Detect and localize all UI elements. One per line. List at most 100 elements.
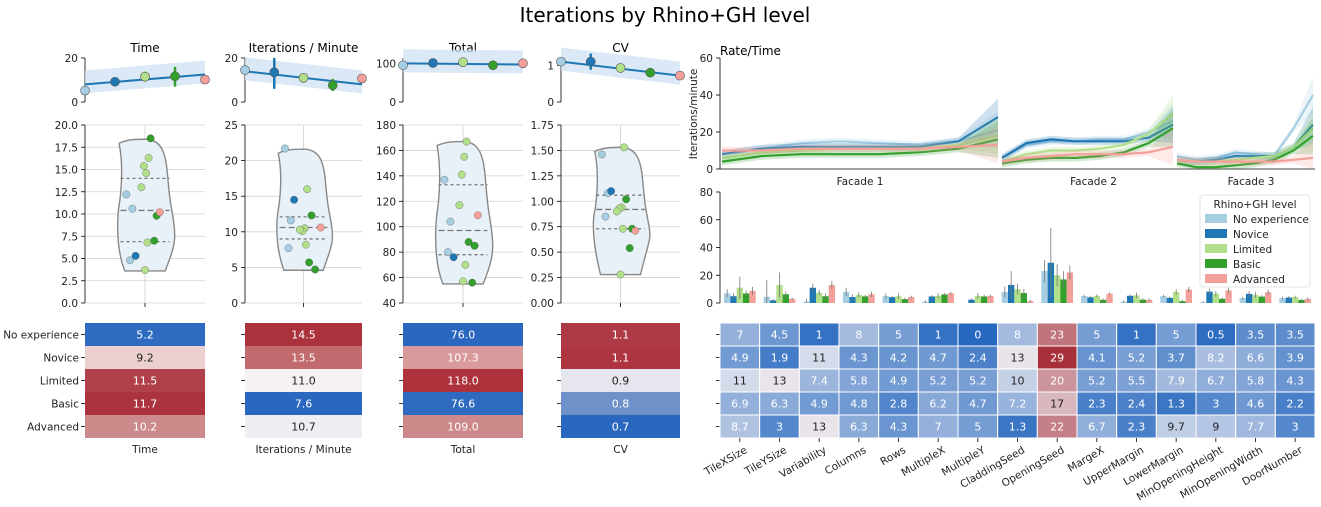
heatmap-value: 9.2	[136, 352, 154, 365]
data-point	[284, 244, 293, 253]
data-point	[143, 238, 152, 247]
trend-plot-title: Iterations / Minute	[249, 41, 359, 55]
heatmap-value: 7.9	[1167, 375, 1185, 388]
series-line	[1001, 145, 1174, 163]
heatmap-value: 13	[773, 375, 787, 388]
heatmap-cell	[561, 415, 680, 438]
data-point	[141, 266, 149, 274]
x-tick-label: MultipleX	[899, 444, 947, 479]
data-point	[296, 225, 304, 234]
data-point	[607, 187, 615, 195]
heatmap-cell	[403, 369, 523, 392]
bar	[862, 296, 869, 303]
data-point	[327, 80, 338, 91]
bar	[1060, 279, 1067, 303]
heatmap-value: 5	[974, 421, 981, 434]
data-point	[645, 67, 656, 78]
heatmap-0: 5.2 9.2 11.5 11.7 10.2 Time	[81, 323, 205, 456]
data-point	[131, 251, 140, 260]
y-tick-label: 2.5	[61, 276, 78, 288]
bar	[749, 290, 756, 303]
data-point	[316, 223, 325, 232]
data-point	[615, 63, 626, 73]
y-tick-label: 0.50	[531, 247, 554, 259]
bar	[1172, 292, 1180, 303]
heatmap-value: 1.1	[612, 329, 630, 342]
legend-label: Advanced	[1233, 274, 1285, 286]
data-point	[302, 240, 310, 249]
data-point	[440, 175, 449, 184]
y-tick-label: 0.0	[61, 298, 78, 310]
row-label: No experience	[3, 330, 79, 342]
heatmap-value: 2.4	[1128, 398, 1146, 411]
violin-plot-2: 40 60 80 100 120 140 160 180	[376, 120, 523, 310]
heatmap-value: 13	[1011, 352, 1025, 365]
heatmap-value: 109.0	[447, 421, 479, 434]
heatmap-value: 3	[776, 421, 783, 434]
data-point	[357, 73, 367, 84]
violin-plot-3: 0.00 0.25 0.50 0.75 1.00 1.25 1.50 1.75	[531, 120, 680, 310]
legend-label: Novice	[1233, 229, 1269, 241]
heatmap-value: 6.6	[1247, 352, 1265, 365]
rate-chart-title: Rate/Time	[720, 44, 781, 58]
x-axis-label: CV	[613, 444, 628, 456]
bar	[730, 296, 737, 303]
bar	[868, 294, 875, 303]
bar	[1225, 290, 1232, 303]
bar	[1304, 298, 1312, 303]
bar	[1080, 296, 1088, 303]
data-point	[455, 201, 464, 209]
y-tick-label: 100	[376, 222, 396, 234]
bar	[1252, 294, 1259, 303]
heatmap-value: 7.7	[1247, 421, 1265, 434]
heatmap-cell	[245, 346, 362, 369]
bar	[1279, 298, 1286, 303]
violin-plot-1: 0 5 10 15 20 25	[225, 120, 362, 310]
violin-plot-0: 0.0 2.5 5.0 7.5 10.0 12.5 15.0 17.5 20.0	[55, 120, 205, 310]
bar	[981, 296, 988, 303]
bar	[987, 296, 994, 303]
bar	[1066, 272, 1074, 303]
heatmap-value: 4.1	[1088, 352, 1106, 365]
heatmap-cell	[561, 392, 680, 415]
data-point	[622, 195, 630, 204]
y-tick-label: 0.00	[531, 298, 554, 310]
bar	[1106, 293, 1113, 303]
bar	[882, 296, 889, 303]
series-line	[1176, 94, 1314, 161]
heatmap-cell	[561, 346, 680, 369]
heatmap-value: 5.2	[1088, 375, 1106, 388]
bar	[1185, 289, 1193, 303]
y-tick-label: 25	[225, 120, 238, 132]
data-point	[601, 212, 610, 221]
row-label: Advanced	[27, 422, 79, 434]
heatmap-cell	[403, 323, 523, 346]
bar	[1146, 299, 1153, 303]
figure-title: Iterations by Rhino+GH level	[520, 3, 811, 27]
data-point	[137, 183, 146, 192]
bar	[842, 291, 850, 303]
data-point	[468, 278, 477, 287]
legend-swatch	[1205, 214, 1227, 223]
y-tick-label: 120	[376, 196, 396, 208]
series-confidence-band	[1177, 117, 1313, 169]
data-point	[631, 226, 640, 235]
y-tick-label: 5.0	[61, 254, 78, 266]
heatmap-value: 4.3	[850, 352, 868, 365]
y-tick-label: 10.0	[55, 209, 78, 221]
data-point	[146, 134, 155, 143]
legend-label: Limited	[1233, 244, 1272, 256]
heatmap-value: 3.9	[1286, 352, 1304, 365]
heatmap-value: 0.7	[612, 421, 630, 434]
data-point	[170, 71, 180, 82]
bar	[1041, 271, 1048, 303]
data-point	[80, 85, 90, 96]
data-point	[459, 277, 467, 286]
x-tick-label: Rows	[878, 444, 908, 468]
heatmap-value: 13.5	[291, 352, 316, 365]
legend-swatch	[1205, 229, 1227, 238]
x-axis-label: Iterations / Minute	[255, 444, 351, 456]
bar	[895, 296, 902, 303]
